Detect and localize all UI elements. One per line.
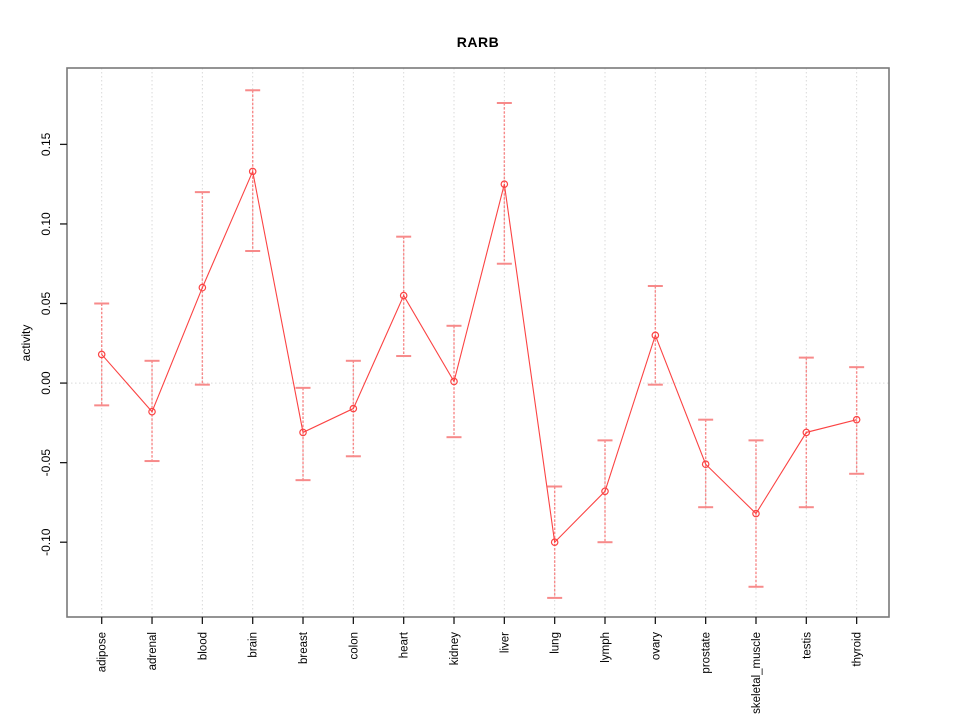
- x-tick-label: skeletal_muscle: [751, 632, 763, 714]
- y-tick-label: 0.00: [39, 371, 53, 395]
- data-point: [651, 331, 660, 340]
- series-line: [101, 169, 857, 544]
- data-point: [248, 167, 257, 176]
- y-tick-label: 0.05: [39, 292, 53, 316]
- data-point: [198, 283, 207, 292]
- data-point: [500, 180, 509, 188]
- data-point: [450, 377, 458, 386]
- x-tick-label: blood: [197, 632, 209, 660]
- plot-frame: [66, 67, 890, 618]
- y-tick-label: -0.05: [39, 449, 53, 477]
- x-tick-label: breast: [298, 631, 310, 664]
- data-point: [802, 428, 811, 437]
- y-tick-label: -0.10: [39, 528, 53, 556]
- data-point: [601, 487, 609, 496]
- x-tick-label: testis: [801, 632, 813, 659]
- x-tick-label: adrenal: [147, 632, 159, 670]
- y-tick-label: 0.15: [39, 132, 53, 156]
- x-tick-label: ovary: [650, 632, 662, 660]
- x-tick-label: lymph: [600, 632, 612, 663]
- chart-title: RARB: [456, 34, 500, 50]
- data-point: [752, 509, 760, 518]
- x-tick-label: adipose: [97, 632, 109, 672]
- y-tick-label: 0.10: [39, 212, 53, 236]
- x-tick-label: liver: [499, 632, 511, 653]
- x-tick-label: lung: [550, 632, 562, 654]
- x-tick-label: heart: [399, 631, 411, 658]
- x-tick-label: brain: [248, 632, 260, 658]
- data-point: [701, 460, 710, 469]
- x-tick-label: colon: [348, 632, 360, 660]
- data-point: [550, 538, 559, 547]
- data-point: [299, 428, 307, 437]
- x-tick-label: kidney: [449, 632, 461, 665]
- data-point: [399, 291, 408, 300]
- x-tick-label: thyroid: [852, 632, 864, 667]
- x-tick-label: prostate: [701, 632, 713, 674]
- data-point: [148, 407, 156, 416]
- data-point: [97, 350, 106, 359]
- data-point: [349, 404, 358, 413]
- y-axis-label: activity: [19, 324, 33, 362]
- data-point: [852, 415, 861, 424]
